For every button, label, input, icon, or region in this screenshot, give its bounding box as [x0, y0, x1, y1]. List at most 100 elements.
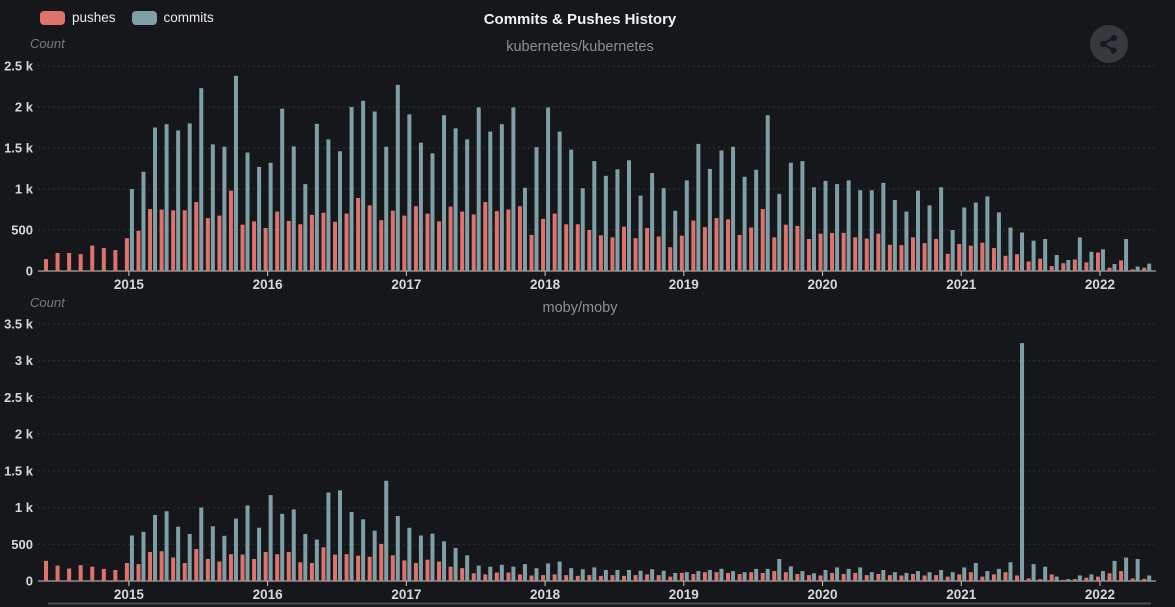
pushes-bar[interactable]: [437, 221, 442, 271]
pushes-bar[interactable]: [286, 220, 291, 271]
commits-bar[interactable]: [580, 569, 585, 581]
commits-bar[interactable]: [661, 188, 666, 271]
pushes-bar[interactable]: [737, 574, 742, 581]
pushes-bar[interactable]: [298, 224, 303, 271]
pushes-bar[interactable]: [333, 221, 337, 271]
commits-bar[interactable]: [141, 531, 146, 581]
commits-bar[interactable]: [222, 146, 227, 271]
commits-bar[interactable]: [384, 146, 389, 271]
commits-bar[interactable]: [765, 568, 770, 581]
pushes-bar[interactable]: [726, 572, 731, 581]
pushes-bar[interactable]: [529, 575, 534, 581]
pushes-bar[interactable]: [217, 561, 222, 581]
pushes-bar[interactable]: [1119, 260, 1124, 271]
pushes-bar[interactable]: [379, 220, 384, 271]
pushes-bar[interactable]: [714, 218, 719, 271]
pushes-bar[interactable]: [356, 198, 361, 271]
pushes-bar[interactable]: [252, 558, 257, 581]
commits-bar[interactable]: [557, 561, 562, 581]
pushes-bar[interactable]: [760, 209, 765, 271]
pushes-bar[interactable]: [806, 239, 811, 271]
commits-bar[interactable]: [1124, 239, 1129, 271]
commits-bar[interactable]: [650, 569, 655, 581]
commits-bar[interactable]: [973, 202, 978, 271]
pushes-bar[interactable]: [483, 202, 488, 271]
pushes-bar[interactable]: [471, 573, 476, 581]
pushes-bar[interactable]: [1015, 575, 1020, 581]
pushes-bar[interactable]: [887, 244, 892, 271]
commits-bar[interactable]: [395, 84, 400, 271]
pushes-bar[interactable]: [55, 252, 60, 271]
pushes-bar[interactable]: [494, 572, 499, 581]
commits-bar[interactable]: [372, 530, 377, 581]
pushes-bar[interactable]: [691, 220, 696, 271]
pushes-bar[interactable]: [795, 225, 800, 271]
commits-bar[interactable]: [858, 190, 863, 271]
commits-bar[interactable]: [546, 107, 551, 271]
pushes-bar[interactable]: [691, 574, 696, 581]
commits-bar[interactable]: [603, 175, 608, 271]
commits-bar[interactable]: [996, 568, 1001, 581]
commits-bar[interactable]: [800, 571, 805, 581]
commits-bar[interactable]: [546, 563, 551, 581]
pushes-bar[interactable]: [772, 237, 777, 271]
pushes-bar[interactable]: [506, 572, 511, 581]
commits-bar[interactable]: [1043, 566, 1048, 581]
pushes-bar[interactable]: [263, 552, 268, 581]
pushes-bar[interactable]: [911, 237, 915, 271]
pushes-bar[interactable]: [367, 205, 372, 271]
pushes-bar[interactable]: [575, 224, 580, 271]
pushes-bar[interactable]: [1084, 577, 1089, 581]
commits-bar[interactable]: [673, 572, 678, 581]
commits-bar[interactable]: [199, 507, 204, 581]
commits-bar[interactable]: [257, 166, 262, 271]
pushes-bar[interactable]: [494, 211, 499, 271]
commits-bar[interactable]: [1008, 227, 1013, 271]
pushes-bar[interactable]: [575, 575, 580, 581]
pushes-bar[interactable]: [1072, 579, 1077, 581]
commits-bar[interactable]: [615, 569, 620, 581]
pushes-bar[interactable]: [622, 575, 626, 581]
commits-bar[interactable]: [280, 108, 285, 271]
pushes-bar[interactable]: [968, 572, 973, 581]
commits-bar[interactable]: [1100, 571, 1105, 581]
commits-bar[interactable]: [707, 569, 712, 581]
pushes-bar[interactable]: [564, 575, 569, 581]
commits-bar[interactable]: [465, 139, 470, 271]
commits-bar[interactable]: [892, 200, 897, 271]
pushes-bar[interactable]: [957, 243, 962, 271]
commits-bar[interactable]: [754, 169, 759, 271]
pushes-bar[interactable]: [783, 572, 788, 581]
pushes-bar[interactable]: [217, 215, 222, 271]
pushes-bar[interactable]: [356, 555, 361, 581]
pushes-bar[interactable]: [182, 563, 187, 581]
commits-bar[interactable]: [326, 492, 331, 581]
pushes-bar[interactable]: [668, 576, 673, 581]
pushes-bar[interactable]: [136, 564, 141, 581]
pushes-bar[interactable]: [945, 576, 950, 581]
commits-bar[interactable]: [557, 131, 562, 271]
commits-bar[interactable]: [580, 188, 585, 271]
pushes-bar[interactable]: [390, 210, 395, 271]
commits-bar[interactable]: [534, 568, 539, 581]
pushes-bar[interactable]: [240, 554, 245, 581]
commits-bar[interactable]: [719, 150, 724, 271]
commits-bar[interactable]: [858, 567, 863, 581]
pushes-bar[interactable]: [783, 224, 788, 271]
commits-bar[interactable]: [754, 568, 759, 581]
pushes-bar[interactable]: [968, 245, 973, 271]
pushes-bar[interactable]: [806, 575, 811, 581]
pushes-bar[interactable]: [402, 560, 407, 581]
commits-bar[interactable]: [846, 568, 851, 581]
pushes-bar[interactable]: [67, 252, 72, 271]
commits-bar[interactable]: [164, 124, 169, 271]
pushes-bar[interactable]: [194, 202, 199, 271]
commits-bar[interactable]: [731, 146, 736, 271]
pushes-bar[interactable]: [413, 206, 418, 271]
commits-bar[interactable]: [742, 572, 747, 581]
pushes-bar[interactable]: [113, 250, 118, 271]
commits-bar[interactable]: [1031, 564, 1036, 581]
commits-bar[interactable]: [268, 162, 273, 271]
commits-bar[interactable]: [511, 107, 516, 271]
pushes-bar[interactable]: [552, 213, 557, 271]
